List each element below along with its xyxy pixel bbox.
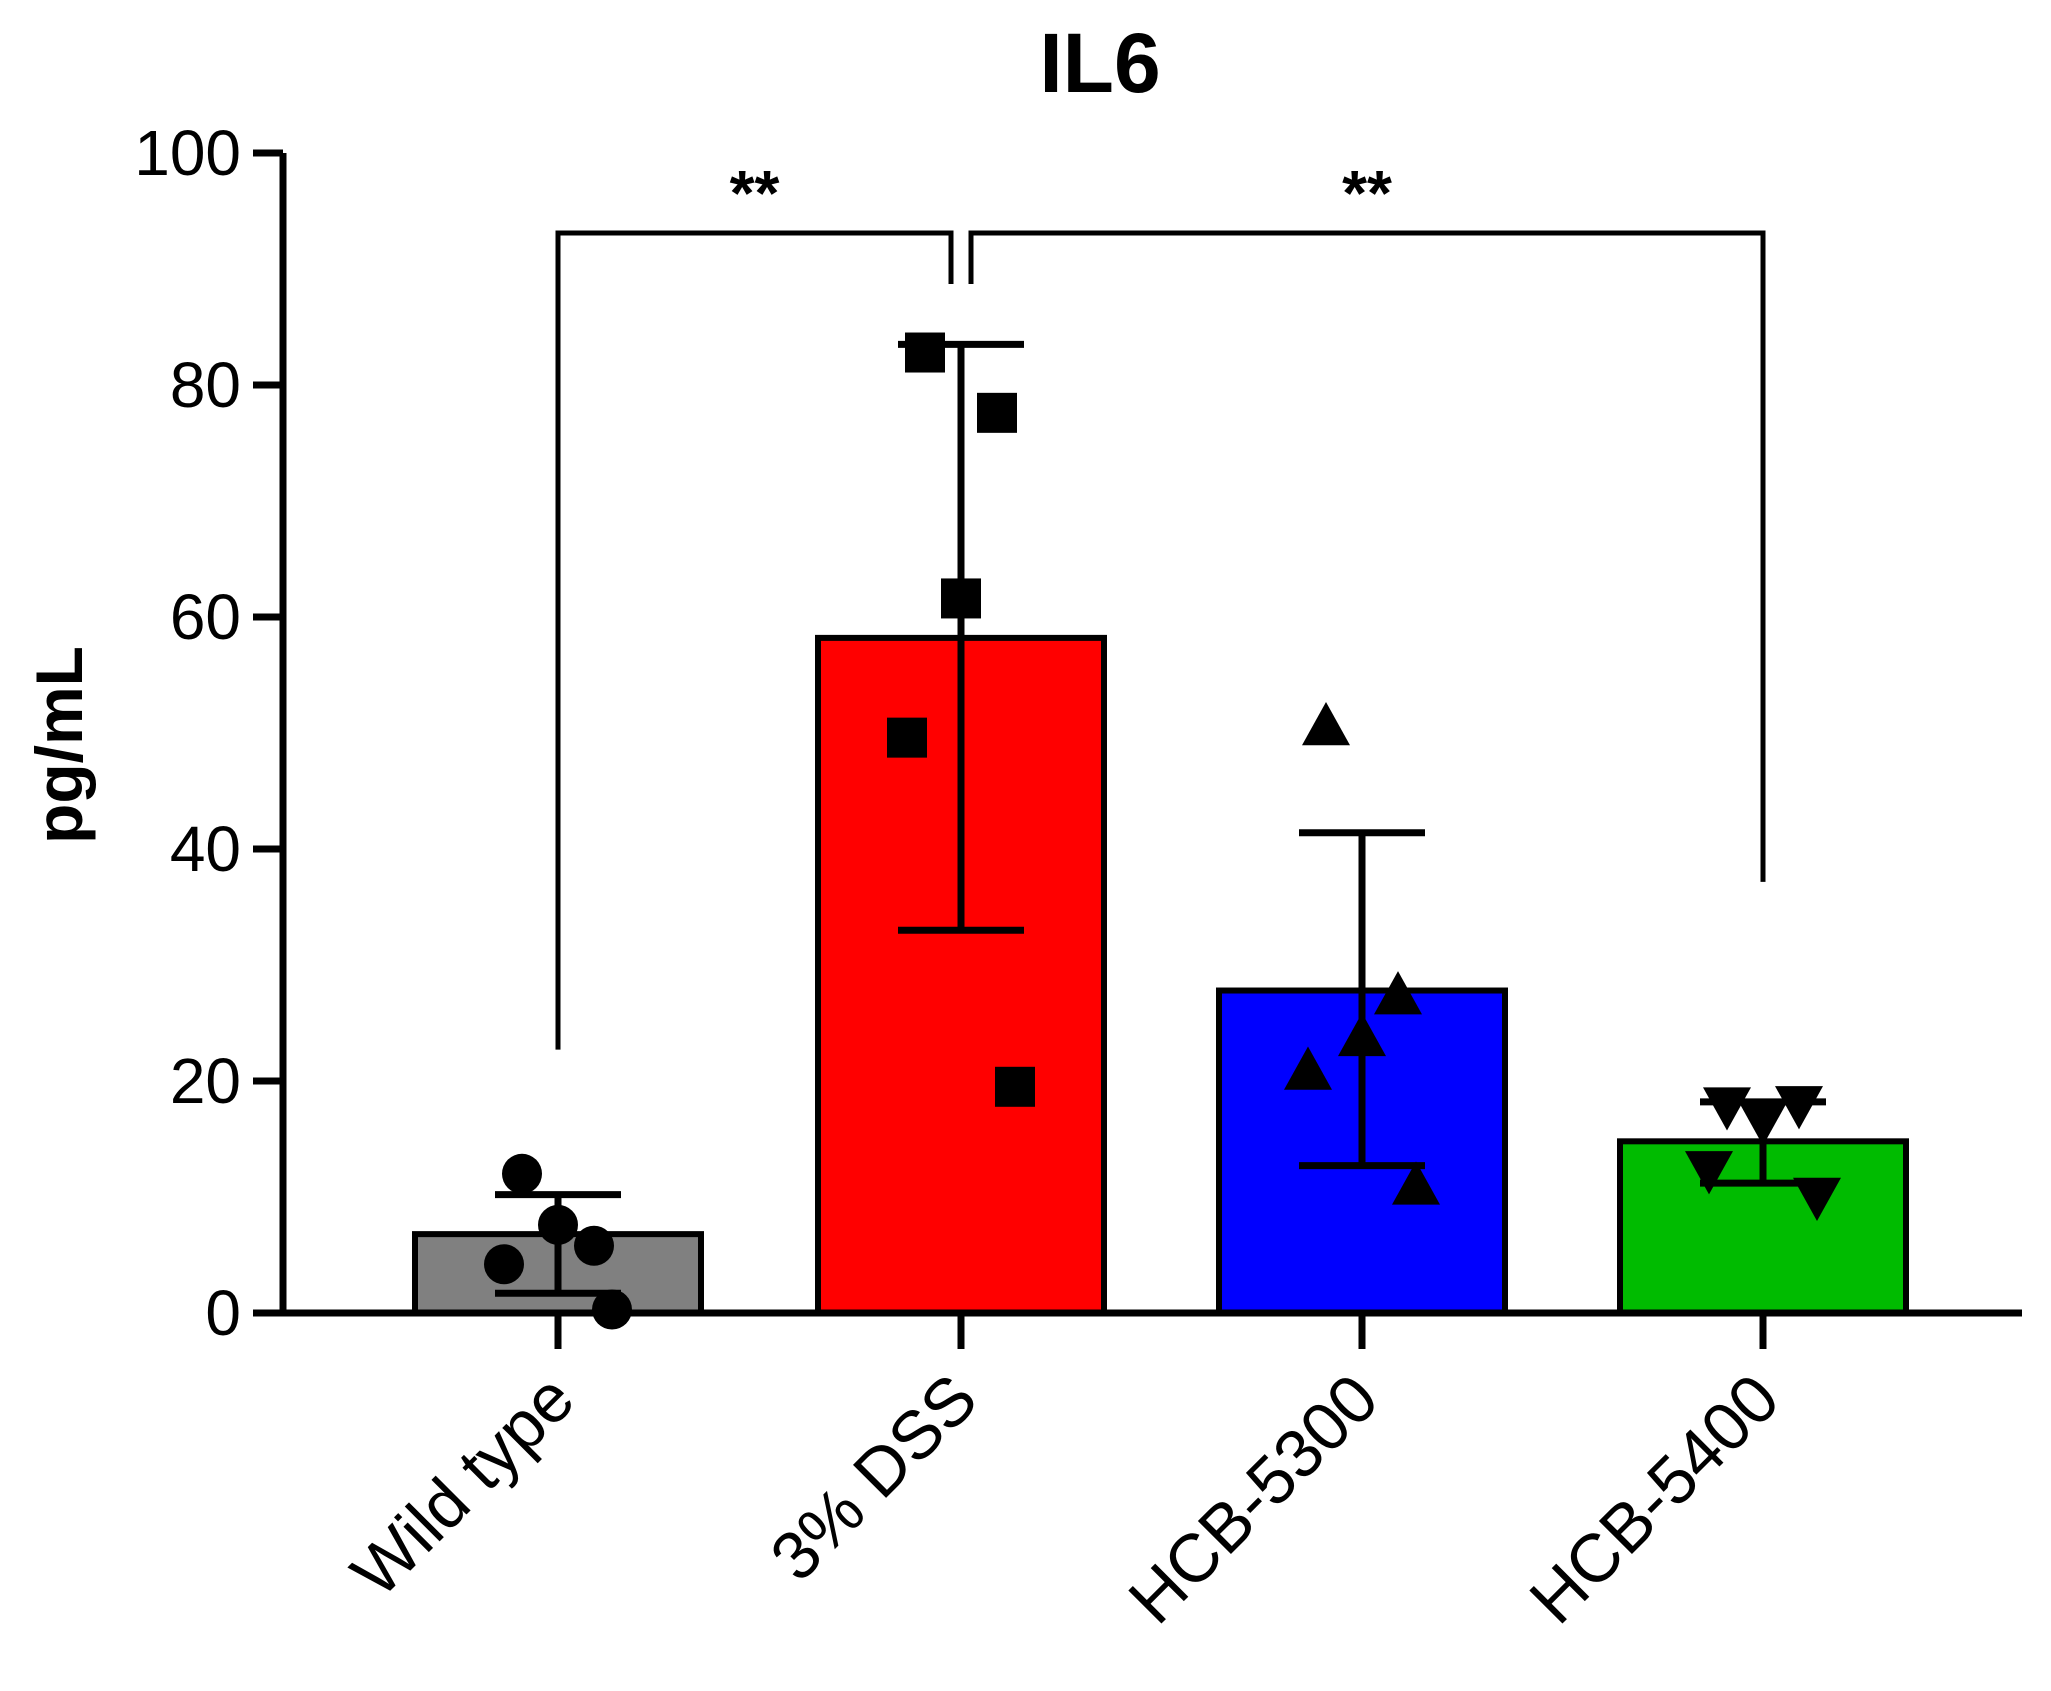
plot-area: 0 20 40 60 80 100 Wild type 3% DSS HCB-5300 HCB-5… xyxy=(134,117,2022,1638)
data-point-0-2 xyxy=(538,1204,578,1245)
significance-bracket-0 xyxy=(555,230,954,1050)
y-tick-label-100: 100 xyxy=(134,117,241,189)
data-point-2-2 xyxy=(1338,1012,1386,1057)
significance-bracket-1 xyxy=(968,230,1766,882)
x-tick-label-3: HCB-5400 xyxy=(1515,1360,1793,1638)
data-point-2-1 xyxy=(1374,971,1422,1015)
data-point-1-2 xyxy=(941,578,981,619)
data-point-3-2 xyxy=(1739,1102,1787,1146)
significance-label-1: ** xyxy=(1342,157,1392,229)
y-tick-label-60: 60 xyxy=(170,581,241,653)
x-tick-label-2: HCB-5300 xyxy=(1114,1360,1392,1638)
x-tick-label-1: 3% DSS xyxy=(756,1360,991,1595)
chart-title: IL6 xyxy=(1039,16,1160,110)
data-point-0-3 xyxy=(484,1244,524,1285)
data-point-3-3 xyxy=(1685,1151,1733,1195)
data-point-2-3 xyxy=(1284,1046,1332,1090)
bar-3 xyxy=(1617,1138,1909,1316)
y-axis-label: pg/mL xyxy=(22,646,96,844)
data-point-1-1 xyxy=(977,392,1017,433)
significance-label-0: ** xyxy=(730,157,780,229)
data-point-0-4 xyxy=(592,1289,632,1330)
data-point-1-0 xyxy=(905,332,945,373)
y-tick-label-80: 80 xyxy=(170,349,241,421)
x-tick-label-0: Wild type xyxy=(337,1360,588,1611)
data-point-3-4 xyxy=(1793,1177,1841,1221)
y-tick-label-0: 0 xyxy=(205,1277,241,1349)
data-point-0-0 xyxy=(502,1153,542,1194)
data-point-3-1 xyxy=(1775,1086,1823,1130)
data-point-0-1 xyxy=(574,1225,614,1266)
y-tick-label-20: 20 xyxy=(170,1045,241,1117)
data-point-1-3 xyxy=(887,717,927,758)
data-point-2-0 xyxy=(1302,702,1350,746)
y-tick-label-40: 40 xyxy=(170,813,241,885)
data-point-1-4 xyxy=(995,1066,1035,1107)
data-point-3-0 xyxy=(1703,1087,1751,1131)
data-point-2-4 xyxy=(1392,1161,1440,1205)
